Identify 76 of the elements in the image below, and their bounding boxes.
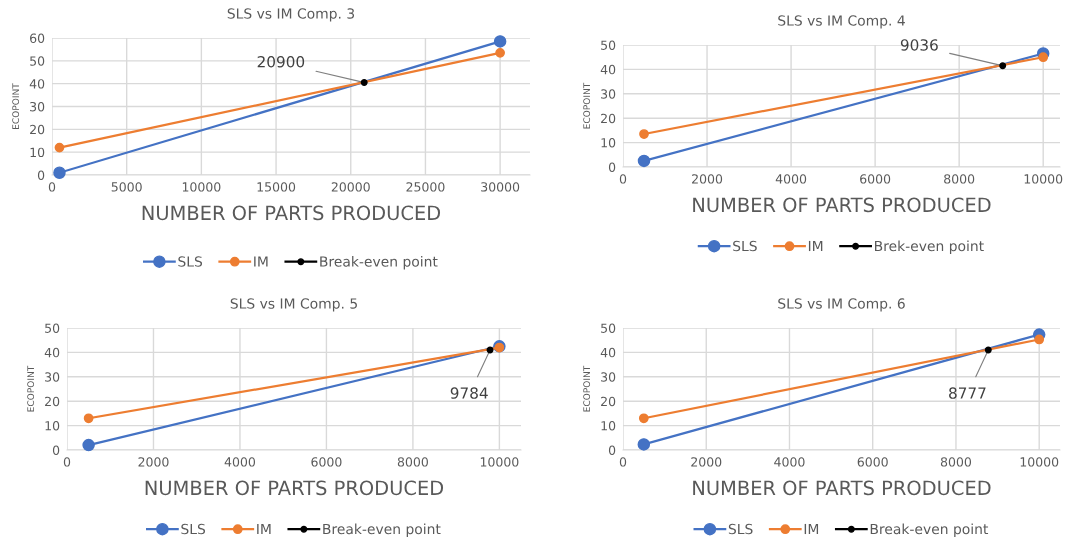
y-tick-label: 50 <box>45 323 60 333</box>
y-tick-label: 20 <box>30 124 45 135</box>
y-tick-label: 40 <box>600 347 616 358</box>
x-tick-label: 25000 <box>406 182 445 192</box>
x-tick-label: 8000 <box>940 457 972 467</box>
x-tick-label: 0 <box>63 457 71 467</box>
x-axis-title: NUMBER OF PARTS PRODUCED <box>693 480 991 496</box>
y-tick-label: 50 <box>601 40 616 50</box>
legend-label: IM <box>257 523 271 535</box>
x-axis-title: NUMBER OF PARTS PRODUCED <box>142 205 441 221</box>
x-tick-label: 8000 <box>397 457 428 467</box>
y-axis-title: ECOPOINT <box>27 365 35 412</box>
annotation: 20900 <box>257 55 305 68</box>
y-tick-label: 30 <box>601 372 616 382</box>
legend-label: IM <box>804 523 819 535</box>
y-tick-label: 20 <box>45 396 60 407</box>
y-tick-label: 60 <box>30 33 45 43</box>
chart-title: SLS vs IM Comp. 5 <box>230 298 357 312</box>
x-tick-label: 0 <box>619 457 627 467</box>
annotation: 8777 <box>949 387 986 399</box>
annotation: 9036 <box>900 39 938 51</box>
y-tick-label: 0 <box>52 445 60 455</box>
legend-label: IM <box>808 240 823 252</box>
x-tick-label: 4000 <box>775 174 807 184</box>
legend-label: SLS <box>181 523 206 535</box>
x-tick-label: 10000 <box>182 182 221 192</box>
y-tick-label: 50 <box>30 56 45 66</box>
y-tick-label: 20 <box>601 113 616 124</box>
y-tick-label: 0 <box>608 162 616 172</box>
x-axis-title: NUMBER OF PARTS PRODUCED <box>693 197 991 213</box>
legend-label: SLS <box>178 256 203 267</box>
y-tick-label: 20 <box>601 396 616 407</box>
y-tick-label: 10 <box>30 147 45 158</box>
y-tick-label: 10 <box>45 421 60 431</box>
x-axis-title: NUMBER OF PARTS PRODUCED <box>145 480 444 496</box>
y-tick-label: 10 <box>601 421 616 431</box>
legend-label: Break-even point <box>320 256 438 270</box>
x-tick-label: 15000 <box>257 182 296 192</box>
x-tick-label: 6000 <box>311 457 342 467</box>
y-tick-label: 30 <box>601 89 616 99</box>
x-tick-label: 6000 <box>860 174 891 184</box>
x-tick-label: 10000 <box>1020 457 1059 467</box>
y-tick-label: 40 <box>600 64 616 75</box>
legend-label: SLS <box>733 240 757 252</box>
x-tick-label: 0 <box>619 174 627 184</box>
x-tick-label: 5000 <box>111 182 142 192</box>
x-tick-label: 10000 <box>1024 174 1063 184</box>
y-tick-label: 40 <box>44 347 60 358</box>
legend-label: SLS <box>728 523 753 535</box>
y-tick-label: 10 <box>601 138 616 148</box>
x-tick-label: 4000 <box>774 457 805 467</box>
y-axis-title: ECOPOINT <box>583 82 591 129</box>
x-tick-label: 4000 <box>224 457 256 467</box>
y-axis-title: ECOPOINT <box>12 83 20 129</box>
x-tick-label: 2000 <box>138 457 169 467</box>
x-tick-label: 30000 <box>481 182 520 192</box>
y-tick-label: 0 <box>608 445 616 455</box>
y-axis-title: ECOPOINT <box>583 365 591 412</box>
y-tick-label: 40 <box>29 79 45 89</box>
x-tick-label: 10000 <box>480 457 519 467</box>
chart-title: SLS vs IM Comp. 4 <box>778 15 905 29</box>
y-tick-label: 30 <box>45 372 60 382</box>
legend-label: Break-even point <box>870 523 989 537</box>
chart-title: SLS vs IM Comp. 6 <box>778 298 905 312</box>
y-tick-label: 50 <box>601 323 616 333</box>
chart-title: SLS vs IM Comp. 3 <box>227 8 355 22</box>
x-tick-label: 2000 <box>691 457 722 467</box>
x-tick-label: 20000 <box>331 182 370 192</box>
y-tick-label: 30 <box>30 101 45 112</box>
legend-label: IM <box>254 256 268 267</box>
legend-label: Break-even point <box>323 523 441 537</box>
legend-label: Brek-even point <box>875 240 984 254</box>
x-tick-label: 8000 <box>944 174 975 184</box>
annotation: 9784 <box>450 387 488 399</box>
x-tick-label: 6000 <box>857 457 888 467</box>
x-tick-label: 2000 <box>692 174 723 184</box>
